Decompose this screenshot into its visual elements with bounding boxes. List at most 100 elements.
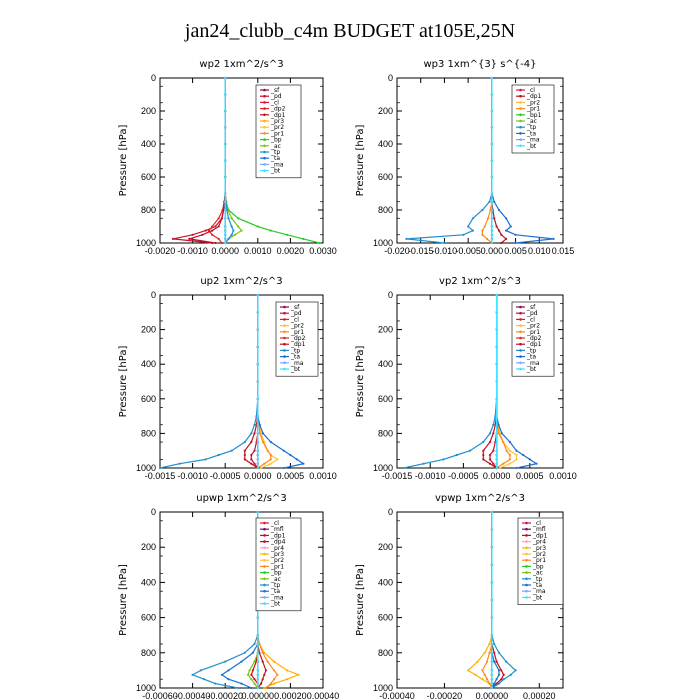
data-point-tp: [471, 229, 474, 232]
x-tick-label: 0.0030: [309, 246, 337, 256]
x-tick-label: 0.00020: [523, 691, 556, 700]
data-point-ta: [505, 229, 508, 232]
x-tick-label: 0.0010: [309, 471, 337, 481]
legend-marker-sf: [283, 305, 286, 309]
data-point-ta: [495, 678, 498, 681]
legend-marker-ma: [525, 589, 528, 593]
legend-marker-ac: [263, 144, 266, 148]
x-tick-label: 0.00040: [307, 691, 340, 700]
data-point-pd: [204, 229, 207, 232]
data-point-bt: [495, 415, 498, 418]
plot-frame: [159, 294, 324, 469]
y-tick-label: 1000: [136, 683, 156, 693]
series-line-tp: [159, 295, 259, 469]
legend-label: _bp: [270, 137, 282, 144]
data-point-pr1: [486, 237, 489, 240]
data-point-pr1: [487, 217, 490, 220]
data-point-pr1: [481, 669, 484, 672]
series-line-tp: [406, 78, 493, 244]
data-point-bt: [490, 546, 493, 549]
data-point-dp1: [488, 462, 492, 465]
data-point-pr3: [483, 651, 486, 654]
legend-marker-pr1: [519, 107, 522, 110]
data-point-ta: [282, 449, 285, 452]
data-point-pr1: [258, 642, 261, 646]
legend-marker-sf: [519, 305, 522, 309]
data-point-bt: [256, 345, 259, 348]
legend-marker-dp4: [263, 540, 266, 543]
legend-label: _dp1: [290, 341, 306, 348]
data-point-bt: [256, 380, 259, 383]
data-point-pr3: [481, 678, 484, 681]
data-point-dp1: [214, 241, 217, 245]
legend-marker-tp: [263, 583, 266, 587]
data-point-tp: [158, 466, 162, 470]
data-point-pr3: [273, 660, 276, 663]
legend-marker-pr1: [283, 330, 286, 334]
data-point-bt: [495, 363, 498, 366]
x-tick-label: -0.00060: [142, 691, 178, 700]
data-point-bt: [495, 466, 498, 470]
legend: _cl_mfl_dp1_pr4_pr3_pr2_pr1_bp_ac_tp_ta_…: [517, 517, 564, 605]
data-point-bt: [490, 237, 493, 240]
y-tick-label: 200: [378, 106, 393, 116]
x-tick-label: -0.0020: [145, 246, 176, 256]
legend-label: _pr2: [526, 99, 540, 106]
data-point-bt: [256, 616, 259, 619]
data-point-ac: [240, 229, 243, 232]
data-point-pr1: [276, 673, 279, 676]
legend-marker-ta: [283, 355, 286, 358]
legend-label: _pr2: [532, 551, 546, 558]
y-tick-label: 800: [141, 205, 156, 215]
data-point-ta: [497, 673, 501, 676]
x-tick-label: -0.0010: [415, 471, 446, 481]
data-point-dp1: [505, 237, 508, 240]
data-point-ta: [514, 241, 517, 245]
y-tick-label: 1000: [136, 463, 156, 473]
data-point-pr1: [261, 440, 265, 444]
legend-marker-ma: [519, 361, 522, 365]
data-point-bt: [495, 462, 498, 465]
legend-marker-pr2: [519, 101, 522, 104]
data-point-bt: [224, 225, 227, 228]
data-point-dp1: [220, 217, 223, 220]
data-point-bt: [224, 159, 227, 162]
legend-label: _sf: [290, 304, 300, 311]
legend-marker-dp1: [525, 534, 528, 537]
y-tick-label: 0: [151, 73, 156, 83]
data-point-tp: [232, 229, 235, 232]
legend-label: _ma: [532, 588, 546, 595]
data-point-pr2: [260, 466, 263, 470]
series-line-ta: [220, 512, 259, 689]
legend-marker-ma: [263, 596, 266, 599]
data-point-ac: [253, 660, 256, 663]
data-point-pd: [253, 449, 256, 452]
data-point-ta: [250, 686, 253, 690]
data-point-pr3: [476, 660, 479, 663]
data-point-pd: [171, 237, 175, 240]
panel-title: wp2 1xm^2/s^3: [199, 59, 283, 70]
data-point-tp: [217, 453, 220, 457]
legend-label: _ac: [526, 118, 537, 125]
data-point-bt: [490, 642, 493, 646]
data-point-dp1: [243, 449, 246, 452]
data-point-pr1: [502, 440, 505, 444]
legend-marker-ta: [263, 589, 266, 593]
legend-label: _dp4: [270, 539, 286, 546]
legend-marker-bp1: [519, 113, 522, 117]
legend-marker-bp: [525, 565, 528, 568]
data-point-dp1: [500, 233, 503, 236]
data-point-pr2: [515, 453, 518, 457]
data-point-tp: [253, 642, 256, 646]
panel-title: vp2 1xm^2/s^3: [439, 276, 521, 287]
data-point-tp: [178, 462, 181, 465]
legend-label: _cl: [290, 316, 299, 323]
legend-label: _pr3: [532, 545, 546, 552]
data-point-dp1: [253, 432, 256, 435]
x-tick-label: -0.00040: [175, 691, 211, 700]
data-point-tp: [243, 651, 246, 654]
data-point-bt: [224, 237, 227, 240]
data-point-ta: [240, 682, 243, 685]
legend-label: _ta: [526, 354, 536, 361]
legend-marker-ac: [519, 119, 522, 123]
